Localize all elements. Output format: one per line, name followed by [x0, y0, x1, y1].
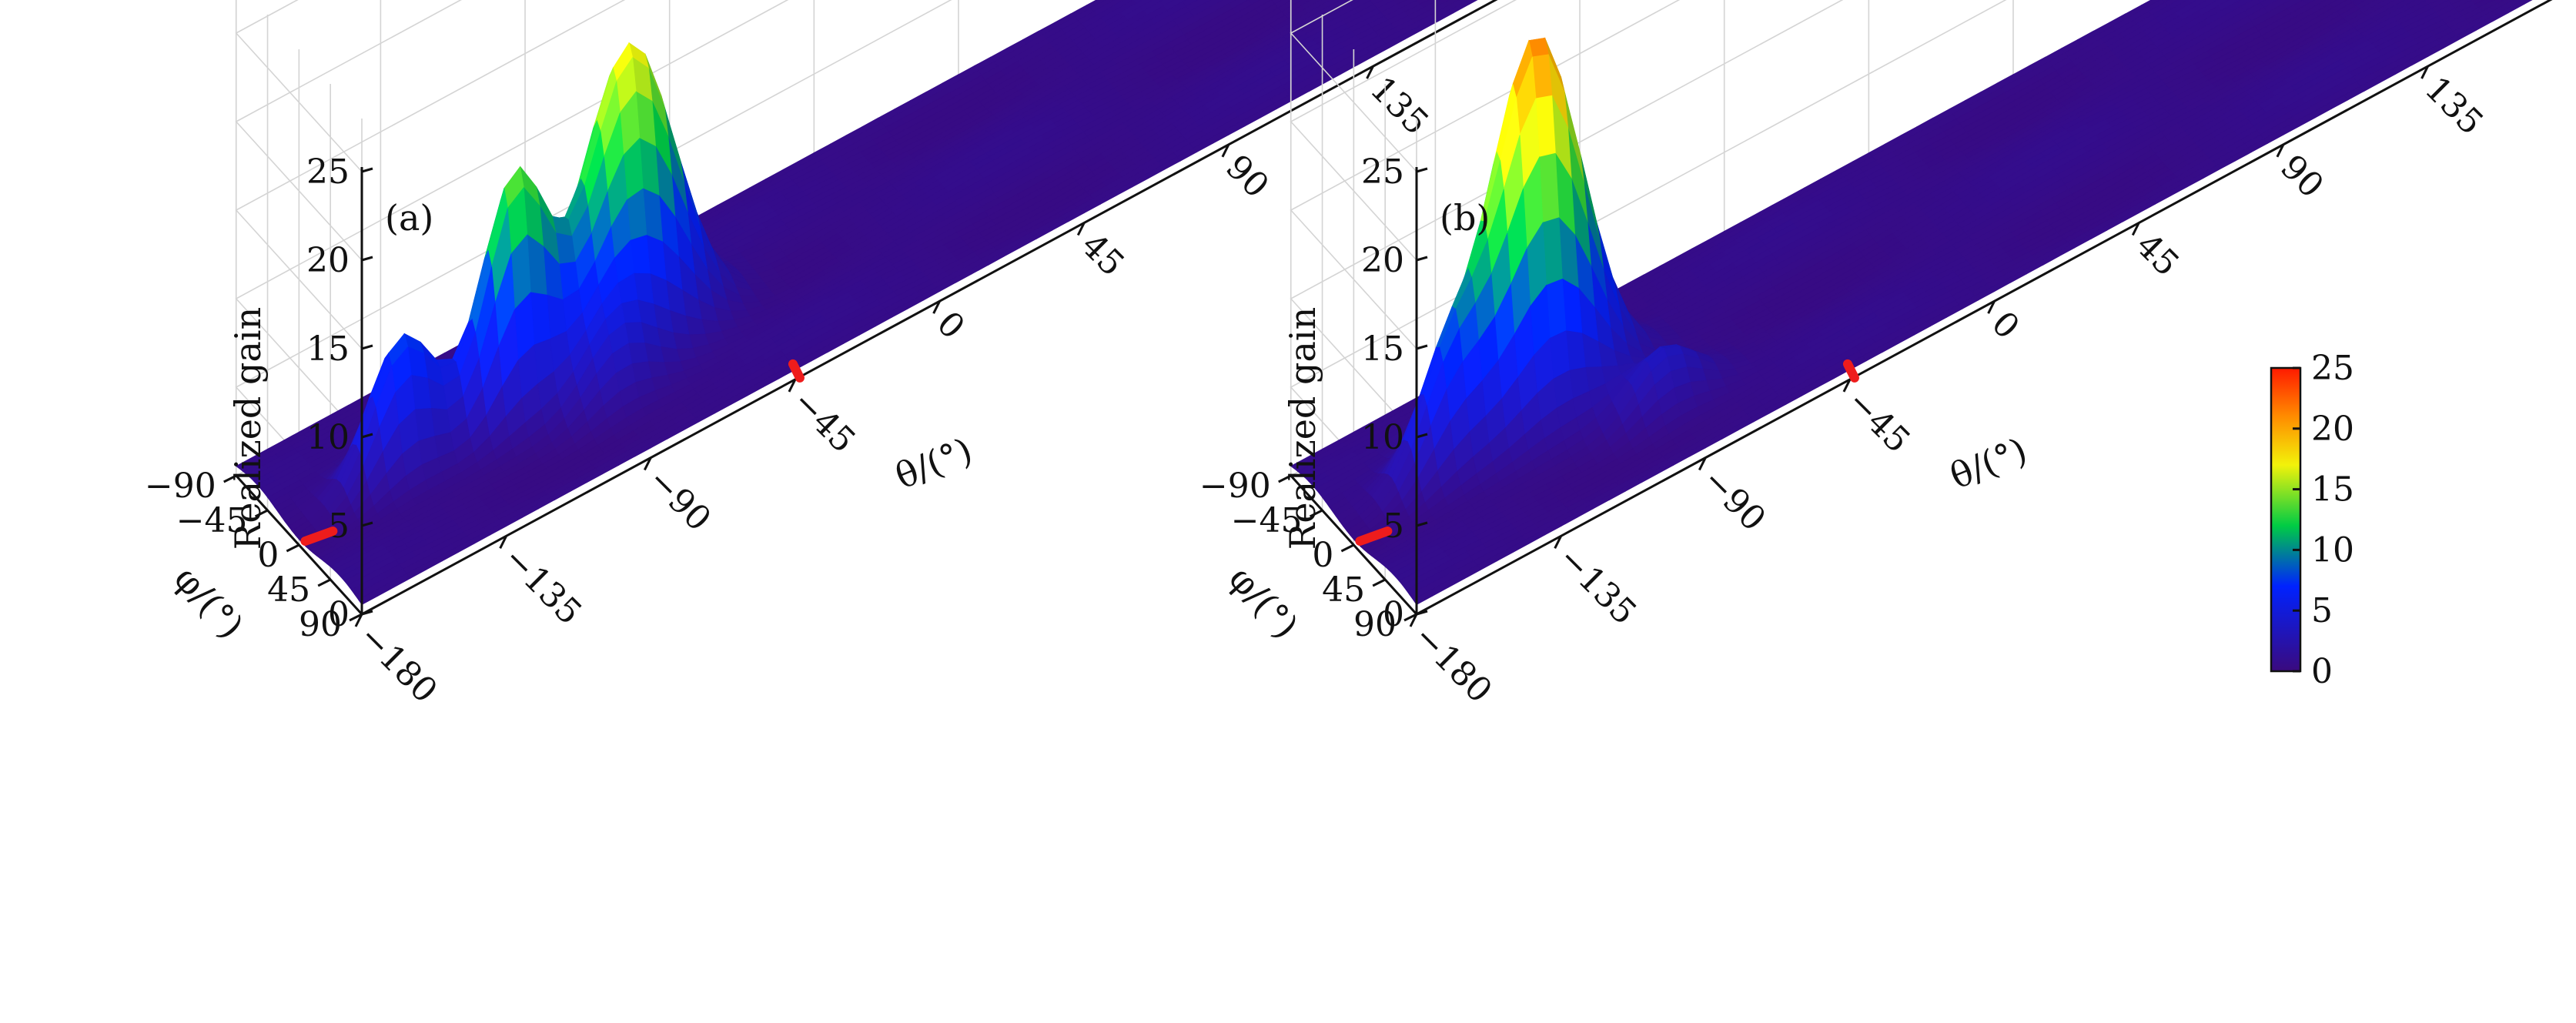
panel-label: (a) [385, 197, 433, 239]
surface [1290, 0, 2533, 606]
z-axis-title: Realized gain [227, 307, 269, 550]
theta-tick-label: 135 [1363, 69, 1436, 142]
grid-line [1290, 0, 1681, 349]
theta-tick [1076, 222, 1086, 236]
z-tick [361, 167, 373, 173]
grid-line [1290, 0, 1844, 438]
phi-tick [317, 578, 331, 587]
phi-tick [349, 613, 363, 622]
grid-line [235, 0, 626, 349]
theta-axis-title: θ/(°) [889, 430, 978, 497]
z-tick-label: 20 [306, 241, 350, 280]
phi-tick-label: −45 [176, 501, 248, 540]
theta-tick-label: −90 [641, 460, 719, 539]
phi-tick-label: 0 [257, 536, 279, 575]
phi-tick-label: 45 [267, 570, 310, 610]
z-tick-label: 15 [306, 329, 350, 369]
theta-tick-label: −45 [785, 383, 863, 461]
phi-tick-label: 90 [299, 605, 342, 644]
grid-line [235, 0, 363, 172]
z-tick [361, 610, 373, 616]
phi-tick-label: −90 [145, 466, 216, 506]
theta-tick [499, 535, 507, 549]
z-tick [361, 521, 373, 527]
theta-tick [1221, 144, 1230, 158]
theta-tick-label: −180 [351, 617, 445, 711]
surface [235, 0, 1478, 606]
z-tick [361, 344, 373, 350]
phi-tick [223, 474, 237, 483]
theta-tick-label: 90 [1218, 148, 1276, 206]
theta-tick [788, 379, 797, 393]
theta-tick [932, 300, 941, 314]
grid-line [1290, 0, 1517, 261]
phi-axis-title: φ/(°) [166, 558, 252, 647]
z-tick-label: 0 [328, 595, 350, 634]
grid-line [235, 0, 789, 438]
z-tick-label: 10 [306, 418, 350, 457]
phi-tick [286, 543, 300, 553]
theta-tick [354, 613, 363, 627]
z-tick-label: 5 [328, 506, 350, 546]
theta-tick-label: 45 [1073, 226, 1132, 284]
z-tick [361, 256, 373, 262]
theta-tick-label: −135 [496, 539, 590, 633]
phi-zero-marker [300, 527, 338, 546]
grid-line [235, 0, 462, 261]
z-tick [361, 433, 373, 439]
theta-marker [788, 359, 805, 383]
theta-tick [1366, 65, 1374, 79]
theta-tick [643, 456, 652, 471]
phi-tick [254, 509, 269, 518]
grid-line [1290, 0, 1417, 172]
z-tick-label: 25 [306, 152, 350, 192]
